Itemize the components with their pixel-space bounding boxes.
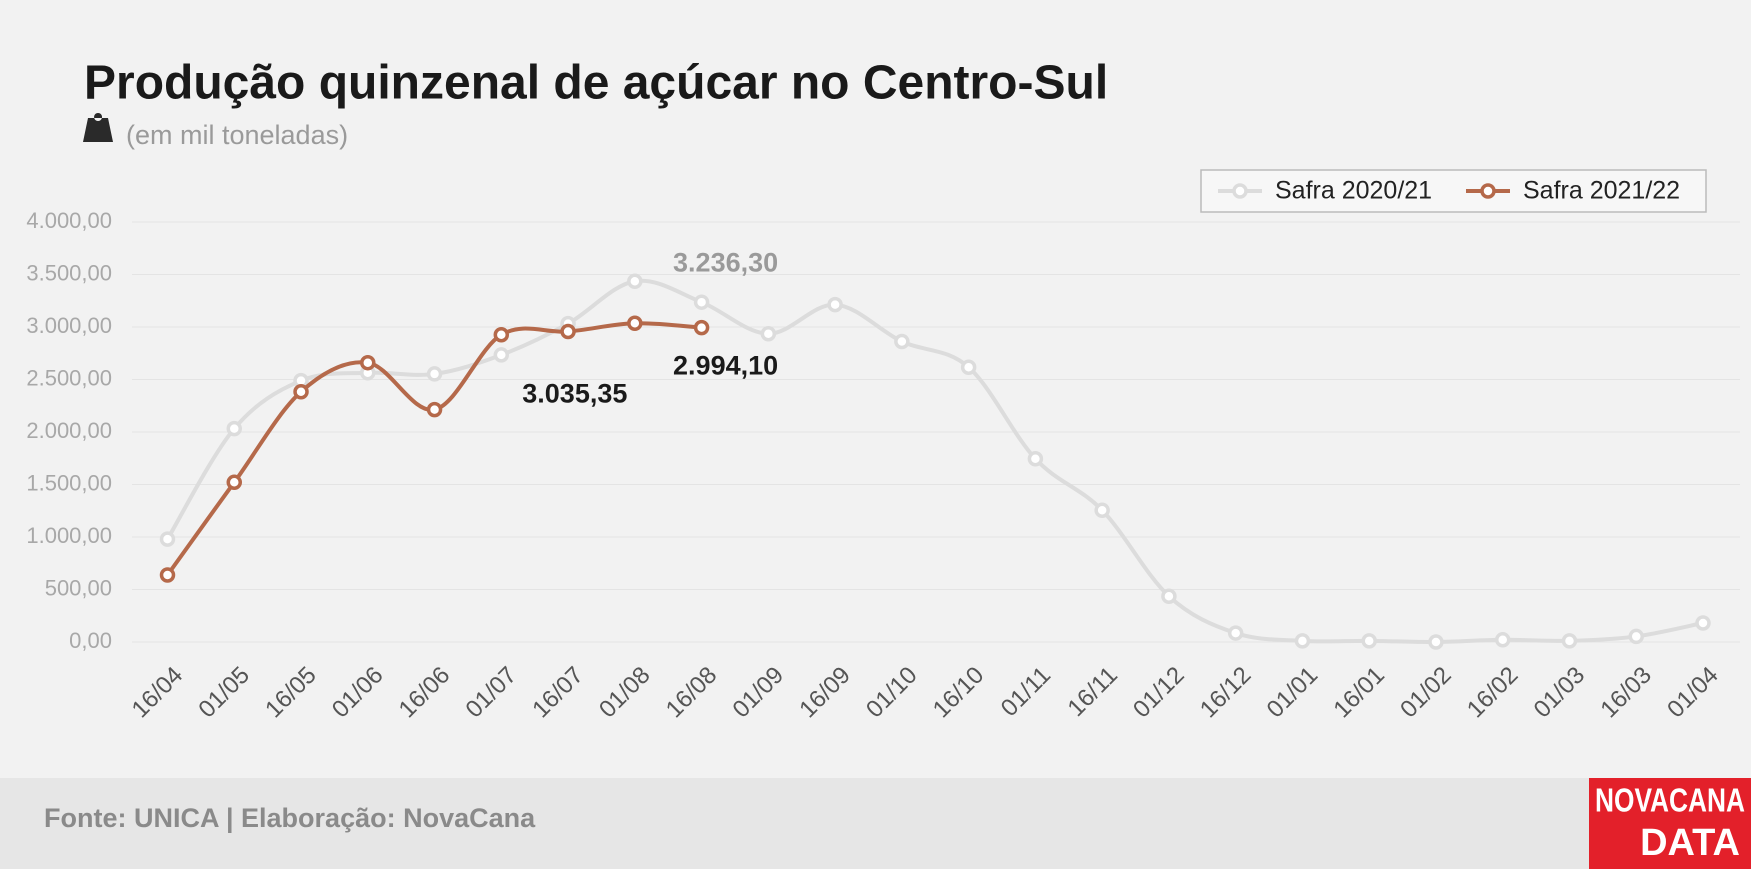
footer bbox=[0, 778, 1589, 869]
point bbox=[760, 325, 777, 342]
weight-icon bbox=[83, 113, 113, 142]
point bbox=[960, 359, 977, 375]
point bbox=[426, 401, 443, 418]
point bbox=[159, 567, 176, 583]
point bbox=[894, 333, 910, 350]
point bbox=[493, 347, 510, 363]
point bbox=[627, 273, 643, 289]
legend-swatch bbox=[1480, 183, 1496, 199]
y-tick-label: 3.000,00 bbox=[26, 313, 112, 338]
point bbox=[1428, 634, 1444, 650]
point bbox=[1561, 633, 1578, 649]
logo-text: DATA bbox=[1640, 822, 1740, 864]
subtitle: (em mil toneladas) bbox=[126, 120, 348, 150]
y-tick-label: 3.500,00 bbox=[26, 260, 112, 285]
point bbox=[226, 474, 243, 491]
point bbox=[693, 294, 710, 310]
y-tick-label: 4.000,00 bbox=[26, 208, 112, 233]
point bbox=[627, 315, 643, 332]
data-label: 3.236,30 bbox=[673, 247, 778, 277]
point bbox=[1227, 625, 1244, 641]
data-label: 3.035,35 bbox=[522, 378, 627, 408]
y-tick-label: 2.000,00 bbox=[26, 418, 112, 443]
point bbox=[360, 354, 376, 371]
data-label: 2.994,10 bbox=[673, 351, 778, 381]
point bbox=[693, 319, 710, 336]
point bbox=[1161, 588, 1177, 604]
point bbox=[1094, 502, 1110, 518]
point bbox=[1027, 451, 1044, 467]
legend-swatch bbox=[1232, 183, 1248, 199]
legend bbox=[1200, 169, 1707, 213]
point bbox=[560, 323, 576, 340]
legend-label: Safra 2020/21 bbox=[1275, 177, 1432, 205]
logo-box bbox=[1589, 778, 1751, 869]
y-tick-label: 2.500,00 bbox=[26, 365, 112, 390]
point bbox=[426, 366, 443, 382]
legend-label: Safra 2021/22 bbox=[1523, 177, 1680, 205]
point bbox=[226, 420, 243, 437]
logo-text: NOVACANA bbox=[1595, 782, 1745, 819]
point bbox=[1294, 633, 1311, 649]
point bbox=[293, 384, 309, 400]
y-tick-label: 500,00 bbox=[45, 575, 112, 600]
y-tick-label: 1.500,00 bbox=[26, 470, 112, 495]
source: Fonte: UNICA | Elaboração: NovaCana bbox=[44, 803, 536, 833]
y-tick-label: 1.000,00 bbox=[26, 523, 112, 548]
point bbox=[1695, 615, 1711, 631]
point bbox=[159, 531, 176, 547]
point bbox=[827, 296, 843, 313]
point bbox=[1628, 628, 1644, 645]
y-tick-label: 0,00 bbox=[69, 628, 112, 653]
point bbox=[1361, 633, 1377, 649]
chart-title: Produção quinzenal de açúcar no Centro-S… bbox=[84, 57, 1108, 110]
point bbox=[1494, 632, 1511, 648]
point bbox=[493, 327, 510, 343]
